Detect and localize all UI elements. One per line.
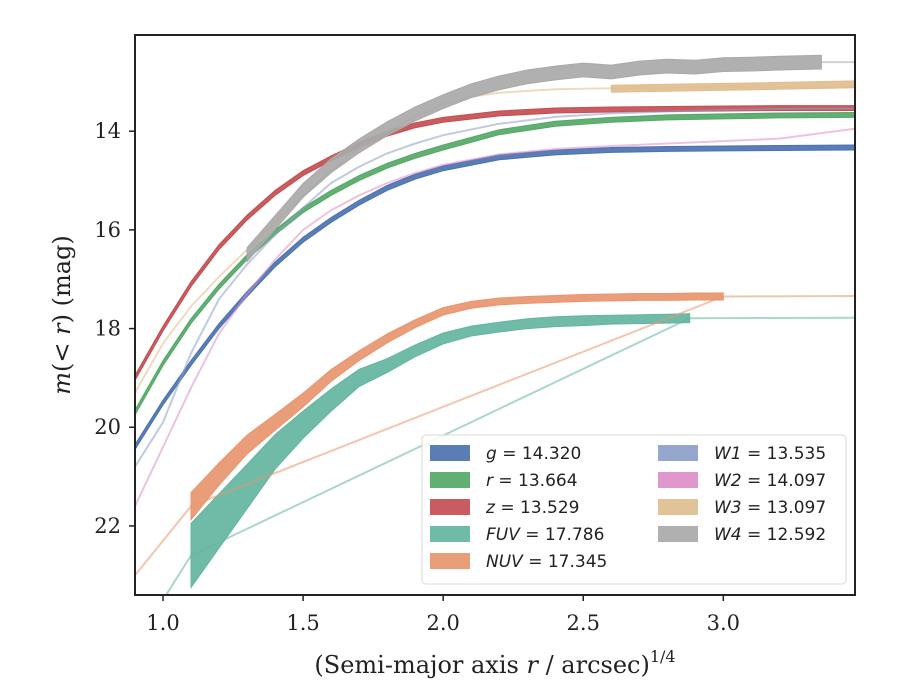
legend-label-fuv: FUV = 17.786	[486, 525, 604, 545]
series-w1-extension-line	[135, 107, 855, 468]
x-axis-label: (Semi-major axis r / arcsec)1/4	[314, 647, 675, 679]
series-r-band	[135, 111, 855, 416]
legend-label-w3: W3 = 13.097	[714, 498, 826, 518]
y-tick-label: 18	[94, 317, 121, 341]
series-g-band	[135, 144, 855, 451]
series-nuv-band	[190, 292, 724, 522]
legend-label-w1: W1 = 13.535	[714, 444, 826, 464]
legend-frame	[421, 434, 847, 585]
y-axis-label: m(< r) (mag)	[48, 235, 76, 395]
legend-label-w4: W4 = 12.592	[714, 525, 826, 545]
legend-label-z: z = 13.529	[485, 498, 579, 518]
y-tick-label: 16	[94, 218, 121, 242]
legend-swatch-w1	[658, 445, 698, 461]
series-fuv-band	[190, 313, 691, 590]
x-tick-label: 2.5	[567, 611, 600, 635]
legend-label-r: r = 13.664	[486, 471, 578, 491]
legend-swatch-w3	[658, 499, 698, 515]
series-w4-band	[246, 54, 822, 263]
legend-swatch-r	[430, 472, 470, 488]
series-w2-extension-line	[135, 127, 855, 507]
y-tick-label: 22	[94, 514, 121, 538]
series-w3-band-end	[610, 80, 855, 93]
legend-swatch-nuv	[430, 553, 470, 569]
legend-swatch-w4	[658, 526, 698, 542]
legend-swatch-fuv	[430, 526, 470, 542]
x-tick-label: 1.0	[146, 611, 179, 635]
x-tick-label: 2.0	[426, 611, 459, 635]
x-tick-label: 3.0	[707, 611, 740, 635]
axis-ticks: 1.0 1.5 2.0 2.5 3.0 14 16 18 20 22	[94, 119, 740, 635]
legend-label-w2: W2 = 14.097	[714, 471, 826, 491]
legend-swatch-g	[430, 445, 470, 461]
legend-label-g: g = 14.320	[486, 444, 581, 464]
plot-frame	[134, 34, 856, 596]
y-tick-label: 20	[94, 415, 121, 439]
legend-swatch-z	[430, 499, 470, 515]
x-tick-label: 1.5	[286, 611, 319, 635]
y-tick-label: 14	[94, 119, 121, 143]
legend-swatch-w2	[658, 472, 698, 488]
legend: g = 14.320 r = 13.664 z = 13.529 FUV = 17.7…	[421, 434, 847, 585]
legend-items: g = 14.320 r = 13.664 z = 13.529 FUV = 17.7…	[430, 444, 826, 572]
series-z-band	[135, 105, 855, 382]
series-layer	[135, 54, 855, 595]
legend-label-nuv: NUV = 17.345	[486, 552, 607, 572]
